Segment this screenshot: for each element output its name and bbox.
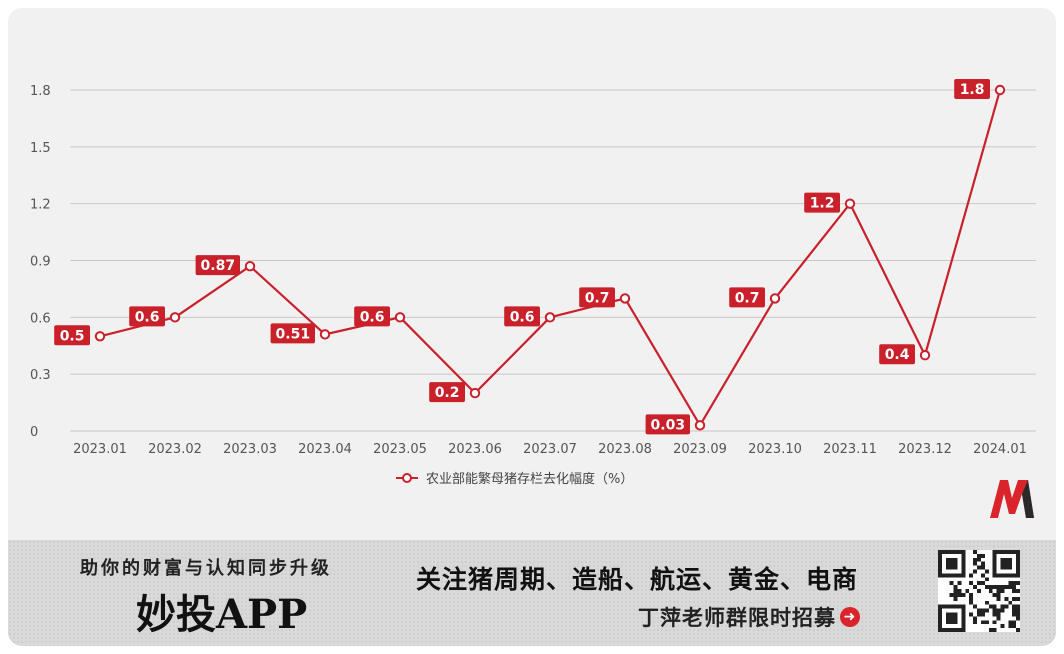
data-point: [94, 331, 106, 342]
data-point: [319, 329, 331, 340]
banner-slogan: 助你的财富与认知同步升级: [80, 558, 332, 579]
data-label-box: [429, 382, 465, 403]
data-label: 0.51: [276, 326, 311, 342]
data-label: 0.6: [135, 309, 160, 325]
qr-code-icon[interactable]: [938, 550, 1020, 632]
data-label: 0.7: [735, 290, 760, 306]
line-chart: 0 0.3 0.6 0.9 1.2 1.5 1.8 2023.01 2023.02 2023.03…: [30, 79, 1036, 487]
data-label: 0.87: [201, 258, 236, 274]
promo-banner: 助你的财富与认知同步升级 妙投APP 关注猪周期、造船、航运、黄金、电商 丁萍老…: [8, 540, 1056, 646]
data-label: 1.8: [960, 82, 985, 98]
data-label-box: [354, 306, 390, 327]
x-tick-label: 2023.10: [748, 442, 802, 457]
x-tick-label: 2023.08: [598, 442, 652, 457]
data-label-box: [804, 192, 840, 213]
data-point: [394, 312, 406, 323]
y-tick-label: 1.8: [30, 84, 51, 99]
x-tick-label: 2023.01: [73, 442, 127, 457]
x-tick-label: 2024.01: [973, 442, 1027, 457]
data-label-box: [954, 79, 990, 99]
x-tick-label: 2023.07: [523, 442, 577, 457]
legend-label: 农业部能繁母猪存栏去化幅度（%）: [426, 471, 633, 487]
data-point: [169, 312, 181, 323]
x-tick-label: 2023.03: [223, 442, 277, 457]
data-label-box: [729, 287, 765, 308]
data-point: [844, 198, 856, 209]
data-point: [919, 350, 931, 361]
data-point: [544, 312, 556, 323]
data-label-box: [645, 414, 690, 435]
data-label: 0.2: [435, 385, 460, 401]
data-label-box: [504, 306, 540, 327]
data-point: [619, 293, 631, 304]
y-tick-label: 1.2: [30, 198, 51, 213]
banner-recruit-link[interactable]: 丁萍老师群限时招募 ➜: [638, 602, 860, 632]
data-label: 0.5: [60, 328, 85, 344]
data-label: 0.7: [585, 290, 610, 306]
data-label: 0.03: [651, 417, 686, 433]
chart-card: 0 0.3 0.6 0.9 1.2 1.5 1.8 2023.01 2023.02 2023.03…: [8, 8, 1056, 646]
x-tick-label: 2023.09: [673, 442, 727, 457]
data-point: [469, 387, 481, 399]
y-tick-label: 0.6: [30, 311, 51, 326]
y-tick-label: 0.9: [30, 255, 51, 270]
data-point: [244, 260, 256, 272]
data-point: [769, 293, 781, 304]
x-tick-label: 2023.04: [298, 442, 352, 457]
x-tick-label: 2023.12: [898, 442, 952, 457]
data-label-box: [54, 325, 90, 346]
data-point: [994, 84, 1006, 96]
x-tick-label: 2023.06: [448, 442, 502, 457]
data-label-box: [129, 306, 165, 327]
data-label-box: [879, 344, 915, 365]
x-tick-label: 2023.05: [373, 442, 427, 457]
data-point: [694, 420, 706, 431]
data-label: 0.4: [885, 347, 910, 363]
data-label: 1.2: [810, 196, 835, 212]
data-label-box: [270, 323, 315, 344]
x-tick-label: 2023.02: [148, 442, 202, 457]
arrow-right-circle-icon: ➜: [840, 607, 860, 627]
banner-recruit-text: 丁萍老师群限时招募: [638, 606, 836, 630]
data-label-box: [195, 255, 240, 276]
banner-app-name: 妙投APP: [136, 591, 308, 638]
legend-marker: [402, 473, 412, 483]
y-tick-label: 1.5: [30, 141, 51, 156]
data-label: 0.6: [510, 309, 535, 325]
y-tick-label: 0: [30, 425, 38, 440]
x-tick-label: 2023.11: [823, 442, 877, 457]
banner-topics: 关注猪周期、造船、航运、黄金、电商: [416, 565, 859, 594]
data-label: 0.6: [360, 309, 385, 325]
y-tick-label: 0.3: [30, 368, 51, 383]
brand-logo: [990, 480, 1034, 518]
data-label-box: [579, 287, 615, 308]
